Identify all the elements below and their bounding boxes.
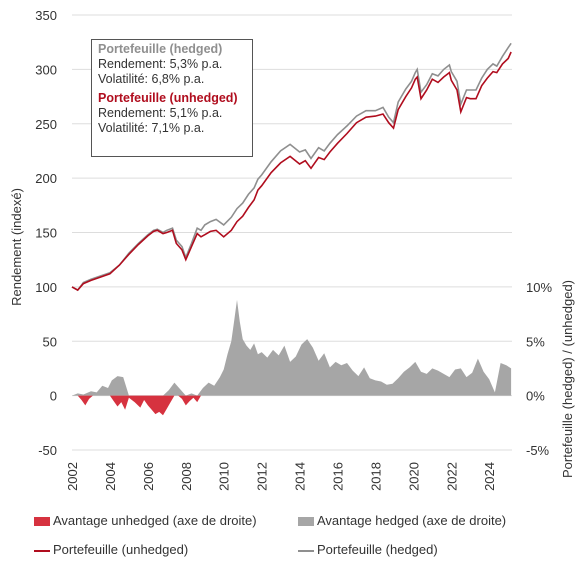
chart: -50 0 50 100 150 200 250 300 350 -5% 0% 5% 10% 2002… [9,8,575,491]
x-tick-label: 2004 [103,462,118,491]
x-axis: 2002 2004 2006 2008 2010 2012 2014 2016 2018 2020… [65,462,497,491]
x-tick-label: 2014 [293,462,308,491]
legend-item-line-unhedged: Portefeuille (unhedged) [34,541,188,559]
stats-hedged-vol: Volatilité: 6,8% p.a. [98,72,205,86]
y-axis-right-title: Portefeuille (hedged) / (unhedged) [560,280,575,478]
stats-unhedged-return: Rendement: 5,1% p.a. [98,106,223,120]
legend-swatch-adv-unhedged [34,517,50,527]
y-right-tick-label: 0% [526,389,545,404]
y-axis-right: -5% 0% 5% 10% [526,280,552,458]
stats-unhedged-title: Portefeuille (unhedged) [98,91,238,105]
y-tick-label: 50 [43,334,57,349]
y-right-tick-label: 10% [526,280,552,295]
y-tick-label: 300 [35,62,57,77]
y-tick-label: 0 [50,389,57,404]
legend-label-line-unhedged: Portefeuille (unhedged) [53,542,189,557]
x-tick-label: 2016 [331,462,346,491]
x-tick-label: 2022 [444,462,459,491]
stats-hedged-return: Rendement: 5,3% p.a. [98,57,223,71]
x-tick-label: 2012 [255,462,270,491]
x-tick-label: 2018 [368,462,383,491]
y-tick-label: 350 [35,8,57,23]
x-tick-label: 2024 [482,462,497,491]
line-unhedged [71,51,512,292]
x-tick-label: 2020 [406,462,421,491]
y-tick-label: -50 [38,443,57,458]
y-tick-label: 250 [35,117,57,132]
legend-swatch-line-hedged [298,549,314,552]
y-tick-label: 100 [35,280,57,295]
x-tick-label: 2006 [141,462,156,491]
area-adv-unhedged [72,395,201,416]
legend-swatch-line-unhedged [34,549,50,552]
y-right-tick-label: -5% [526,443,550,458]
advantage-areas [72,299,512,416]
y-tick-label: 200 [35,171,57,186]
x-tick-label: 2008 [179,462,194,491]
legend-label-adv-unhedged: Avantage unhedged (axe de droite) [53,513,257,528]
line-hedged [71,42,512,292]
legend-item-line-hedged: Portefeuille (hedged) [298,541,438,559]
portfolio-lines [71,42,512,292]
legend-item-adv-hedged: Avantage hedged (axe de droite) [298,512,506,530]
y-axis-title: Rendement (indexé) [9,188,24,306]
legend-label-line-hedged: Portefeuille (hedged) [317,542,438,557]
y-right-tick-label: 5% [526,334,545,349]
x-tick-label: 2002 [65,462,80,491]
legend-item-adv-unhedged: Avantage unhedged (axe de droite) [34,512,257,530]
area-adv-hedged [72,299,512,396]
x-tick-label: 2010 [217,462,232,491]
y-tick-label: 150 [35,226,57,241]
legend-swatch-adv-hedged [298,517,314,527]
stats-hedged-title: Portefeuille (hedged) [98,42,223,56]
stats-unhedged-vol: Volatilité: 7,1% p.a. [98,121,205,135]
stats-box: Portefeuille (hedged) Rendement: 5,3% p.… [91,39,253,157]
y-axis-left: -50 0 50 100 150 200 250 300 350 [35,8,57,458]
legend-label-adv-hedged: Avantage hedged (axe de droite) [317,513,507,528]
